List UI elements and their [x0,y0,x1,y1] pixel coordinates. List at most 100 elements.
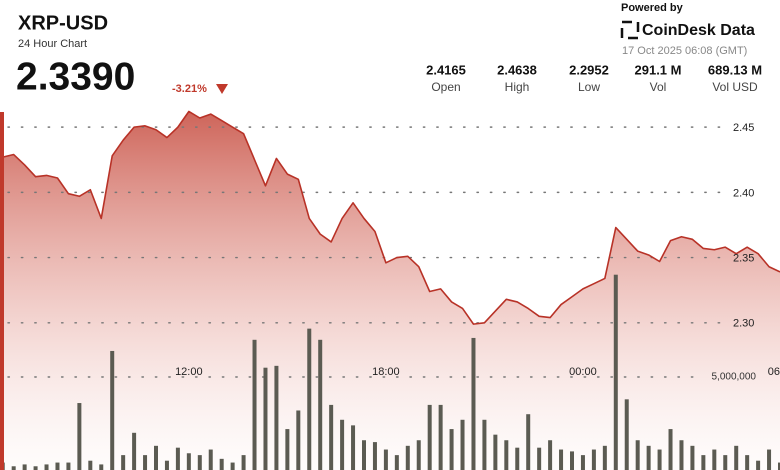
volume-bar [559,449,564,470]
volume-bar [88,460,93,470]
volume-bar [701,455,706,470]
timestamp: 17 Oct 2025 06:08 (GMT) [622,45,747,57]
brand-logo: CoinDesk Data [620,20,755,40]
volume-bar [471,337,476,470]
price-area [2,111,780,470]
volume-bar [635,440,640,470]
volume-bar [427,404,432,470]
volume-bar [318,339,323,470]
volume-bar [657,449,662,470]
volume-bar [121,455,126,470]
volume-bar [449,429,454,470]
volume-bar [570,451,574,470]
volume-bar [351,425,356,470]
stat-label: Open [431,80,460,94]
volume-bar [340,419,345,470]
volume-bar [307,328,312,470]
volume-bar [274,365,279,470]
volume-bar [416,440,421,470]
volume-bar [778,462,780,470]
volume-bar [143,455,148,470]
stat-label: Vol [650,80,667,94]
volume-bar [329,404,334,470]
volume-bar [482,419,487,470]
volume-bar [66,462,71,470]
volume-bar [208,449,213,470]
volume-bar [624,399,629,470]
label-layer: 2.45 2.40 2.35 2.30 5,000,000 12:00 18:00 00:00… [175,122,780,383]
volume-bar [252,339,257,470]
volume-bar [132,432,137,470]
y2-tick-label: 5,000,000 [712,372,757,383]
volume-bar [438,404,443,470]
volume-bar [460,419,465,470]
volume-bar [263,367,268,470]
powered-by: Powered by [621,2,684,14]
volume-bar [394,455,399,470]
volume-bar [515,447,520,470]
volume-bar [99,464,104,470]
last-price: 2.3390 [16,55,135,98]
volume-bar [362,440,366,470]
stat-label: High [505,80,530,94]
volume-bar [405,445,410,470]
stat-value: 2.4165 [426,62,466,77]
volume-bar [613,274,618,470]
volume-bar [580,455,585,470]
volume-bar [712,449,717,470]
left-accent [0,112,4,470]
logo-icon [620,20,640,40]
volume-bar [230,462,235,470]
volume-bar [504,440,509,470]
volume-bar [22,464,27,470]
volume-bar [591,449,596,470]
stat-value: 2.2952 [569,62,609,77]
y-tick-label: 2.40 [733,187,754,199]
chart-title: XRP-USD [18,12,108,34]
volume-bar [690,445,695,470]
x-tick-label: 18:00 [372,366,400,378]
grid-layer [7,126,727,378]
volume-bar [646,445,651,470]
stat-value: 2.4638 [497,62,537,77]
y-tick-label: 2.35 [733,252,754,264]
x-tick-label: 00:00 [569,366,597,378]
volume-bar [77,403,82,470]
volume-bar [175,447,180,470]
volume-bar [767,449,772,470]
volume-bar [383,449,388,470]
price-change: -3.21% [172,83,207,95]
volume-bar [602,445,607,470]
volume-bar [241,455,246,470]
bar-layer [0,274,780,470]
volume-bar [154,445,158,470]
stat-label: Vol USD [712,80,758,94]
volume-bar [537,447,542,470]
volume-bar [164,460,169,470]
down-arrow [216,84,228,94]
line-layer [2,110,780,325]
volume-bar [756,460,761,470]
volume-bar [679,440,684,470]
plot-area: 2.45 2.40 2.35 2.30 5,000,000 12:00 18:00 00:00… [0,110,780,470]
volume-bar [219,458,224,470]
area-layer [2,111,780,470]
volume-bar [197,455,202,470]
volume-bar [296,410,301,470]
volume-bar [723,455,728,470]
volume-bar [55,462,60,470]
volume-bar [372,442,377,470]
price-line [2,110,780,325]
volume-bar [493,434,498,470]
x-tick-label: 06 [768,366,780,378]
volume-bar [668,429,673,470]
stat-label: Low [578,80,600,94]
volume-bar [110,350,115,470]
volume-bar [526,414,531,470]
volume-bar [186,453,191,470]
stat-value: 291.1 M [635,62,682,77]
volume-bar [285,429,290,470]
stats: 2.4165 Open 2.4638 High 2.2952 Low 291.1 M Vol 6… [426,62,762,94]
